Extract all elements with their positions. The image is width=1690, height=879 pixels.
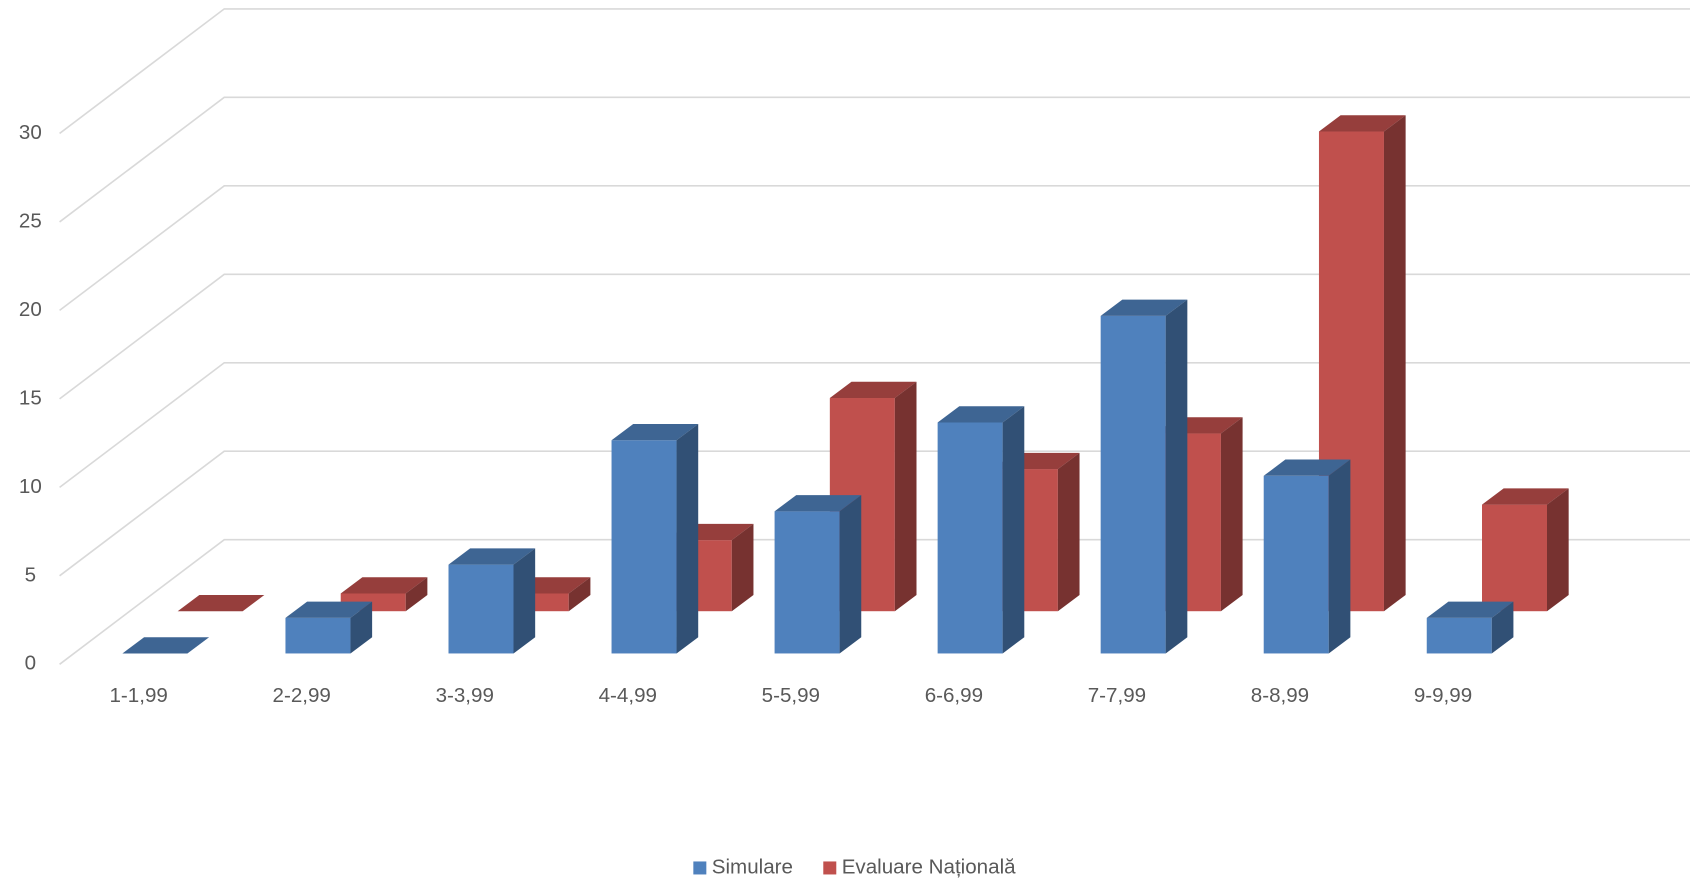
legend-swatch — [823, 861, 837, 875]
x-tick-label: 8-8,99 — [1251, 684, 1309, 707]
bar-side — [1002, 406, 1025, 654]
bar-side — [1057, 452, 1080, 612]
bar-side — [676, 424, 699, 654]
bar — [1426, 601, 1514, 654]
bar-side — [1220, 417, 1243, 612]
grid-line — [59, 361, 1690, 488]
bar-top — [177, 594, 265, 612]
bar-side — [1328, 459, 1351, 654]
bar — [937, 406, 1025, 654]
bar-side — [405, 577, 428, 612]
bar-side — [513, 548, 536, 654]
bar-top — [1426, 601, 1514, 618]
bar-side — [894, 381, 917, 612]
bar-top — [1318, 115, 1406, 132]
bar-front — [611, 440, 677, 654]
bar-side — [1165, 299, 1188, 654]
bar-top — [937, 406, 1025, 423]
bar-side — [1491, 601, 1514, 654]
bar-front — [285, 617, 351, 654]
bar-top — [448, 548, 536, 565]
bar-front — [937, 422, 1003, 654]
bar-top — [829, 381, 917, 399]
y-tick-label: 15 — [19, 386, 42, 409]
bar-top — [122, 637, 210, 654]
grid-line — [59, 273, 1690, 400]
bar-front — [774, 511, 840, 654]
y-tick-label: 20 — [19, 298, 42, 321]
grid-line — [59, 8, 1690, 135]
bar — [285, 601, 373, 654]
bar-side — [1547, 488, 1569, 612]
x-tick-label: 4-4,99 — [599, 684, 657, 707]
y-tick-label: 10 — [19, 475, 42, 498]
bar-front — [1263, 475, 1329, 654]
y-tick-label: 0 — [25, 652, 36, 675]
x-tick-label: 6-6,99 — [925, 684, 983, 707]
bar-side — [731, 523, 754, 612]
bar-top — [1482, 488, 1569, 505]
grid-line — [59, 185, 1690, 312]
bar — [448, 548, 536, 654]
grid-line — [59, 96, 1690, 223]
bar — [122, 637, 210, 654]
bar — [1100, 299, 1188, 654]
bar-side — [568, 577, 591, 612]
bar-top — [1263, 459, 1351, 476]
bar — [1482, 488, 1569, 612]
x-tick-label: 7-7,99 — [1088, 684, 1146, 707]
bar-top — [285, 601, 373, 618]
legend-label: Evaluare Națională — [842, 855, 1016, 878]
bar-side — [839, 495, 862, 654]
bar-top — [774, 495, 862, 512]
y-tick-label: 30 — [19, 121, 42, 144]
x-tick-label: 1-1,99 — [109, 684, 167, 707]
bar — [774, 495, 862, 654]
bar — [177, 594, 265, 612]
y-tick-label: 5 — [25, 563, 36, 586]
y-tick-label: 25 — [19, 209, 42, 232]
x-tick-label: 3-3,99 — [436, 684, 494, 707]
bar-side — [1383, 115, 1406, 612]
bar-front — [448, 564, 514, 654]
bar-front — [1426, 617, 1492, 654]
legend-label: Simulare — [712, 855, 793, 878]
bar — [611, 424, 699, 654]
bar-top — [340, 577, 428, 594]
bar-top — [611, 424, 699, 441]
bar-side — [350, 601, 373, 654]
x-tick-label: 5-5,99 — [762, 684, 820, 707]
x-tick-label: 2-2,99 — [273, 684, 331, 707]
bar — [1263, 459, 1351, 654]
x-tick-label: 9-9,99 — [1414, 684, 1472, 707]
bar-top — [1100, 299, 1188, 316]
bar-front — [1482, 504, 1547, 612]
bar-front — [1100, 315, 1166, 654]
legend-swatch — [693, 861, 707, 875]
